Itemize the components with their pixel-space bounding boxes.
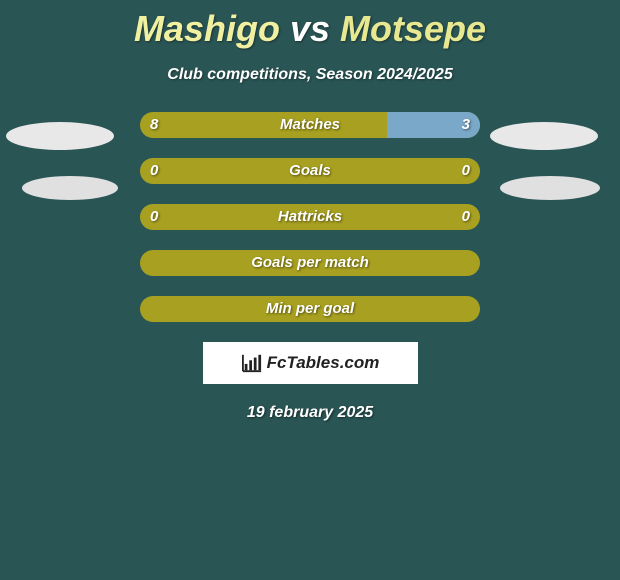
stat-label: Hattricks	[140, 204, 480, 230]
stat-value-left: 0	[150, 158, 158, 184]
stat-value-right: 0	[462, 158, 470, 184]
decorative-ellipse	[490, 122, 598, 150]
logo-box: FcTables.com	[203, 342, 418, 384]
bar-chart-icon	[241, 353, 263, 373]
stat-value-right: 3	[462, 112, 470, 138]
decorative-ellipse	[6, 122, 114, 150]
stat-value-right: 0	[462, 204, 470, 230]
player1-name: Mashigo	[134, 8, 280, 49]
stat-row: Hattricks0 0	[0, 204, 620, 230]
date-text: 19 february 2025	[0, 404, 620, 422]
player2-name: Motsepe	[340, 8, 486, 49]
decorative-ellipse	[500, 176, 600, 200]
comparison-title: Mashigo vs Motsepe	[0, 0, 620, 50]
logo-inner: FcTables.com	[241, 353, 380, 373]
stat-label: Goals	[140, 158, 480, 184]
stat-value-left: 0	[150, 204, 158, 230]
stat-label: Min per goal	[140, 296, 480, 322]
stat-value-left: 8	[150, 112, 158, 138]
stat-label: Matches	[140, 112, 480, 138]
stat-row: Min per goal	[0, 296, 620, 322]
logo-text: FcTables.com	[267, 353, 380, 373]
stat-row: Goals per match	[0, 250, 620, 276]
subtitle-text: Club competitions, Season 2024/2025	[0, 66, 620, 84]
decorative-ellipse	[22, 176, 118, 200]
vs-text: vs	[290, 8, 330, 49]
stat-label: Goals per match	[140, 250, 480, 276]
